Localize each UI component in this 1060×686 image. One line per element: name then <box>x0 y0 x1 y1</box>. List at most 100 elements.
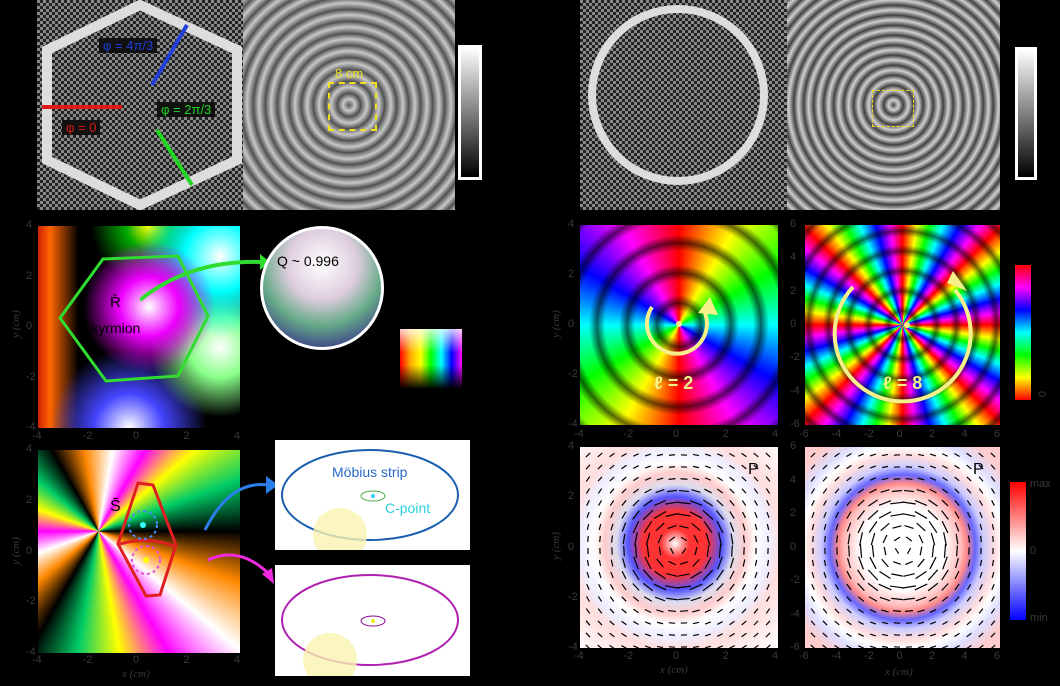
x-tick-label: -4 <box>831 428 842 440</box>
spin-arrow <box>822 596 828 602</box>
scale-box <box>872 90 914 127</box>
spin-arrow <box>990 632 996 638</box>
spin-arrow <box>610 559 614 567</box>
x-tick-label: 4 <box>772 428 779 440</box>
spin-arrow <box>917 609 925 613</box>
vortex-center <box>904 322 910 328</box>
spin-arrow <box>729 608 735 614</box>
y-tick-label: 2 <box>568 490 575 503</box>
spin-arrow <box>766 571 770 579</box>
spin-arrow <box>905 622 913 624</box>
spin-arrow <box>857 596 865 602</box>
spin-arrow <box>835 571 839 579</box>
spin-arrow <box>941 596 949 602</box>
spin-arrow <box>633 633 639 637</box>
boundary <box>116 481 178 598</box>
spin-arrow <box>978 620 984 626</box>
spin-arrow <box>610 511 614 519</box>
spin-arrow <box>585 464 591 470</box>
spin-arrow <box>716 583 724 591</box>
cpoint <box>143 557 149 563</box>
spin-arrow <box>835 559 839 567</box>
mobius-strip-label: Möbius strip <box>332 464 408 480</box>
spin-arrow <box>597 464 603 470</box>
y-tick-label: 0 <box>790 318 797 330</box>
spin-arrow <box>632 510 640 520</box>
spin-arrow <box>702 569 714 581</box>
spin-arrow <box>597 632 603 638</box>
spin-arrow <box>621 608 627 614</box>
y-tick-label: 2 <box>26 269 33 282</box>
y-tick-label: 2 <box>568 268 575 280</box>
spin-arrow <box>633 608 639 614</box>
y-axis-label: y (cm) <box>549 532 562 560</box>
label-skyrmion: Skyrmion <box>82 320 141 336</box>
spin-arrow <box>928 499 938 507</box>
spin-arrow <box>766 511 770 519</box>
spin-arrow <box>823 559 827 567</box>
spin-arrow <box>729 596 735 602</box>
spin-arrow <box>609 500 615 506</box>
spin-arrow <box>867 569 879 581</box>
spin-arrow <box>823 523 827 531</box>
spin-arrow <box>633 476 639 482</box>
spin-arrow <box>643 520 653 534</box>
spin-arrow <box>811 571 815 579</box>
y-tick-label: -2 <box>26 595 36 608</box>
spin-l2-plot: P <box>580 447 778 648</box>
spin-arrow <box>716 645 724 648</box>
spin-arrow <box>621 632 627 638</box>
x-tick-label: 0 <box>133 430 140 442</box>
spin-arrow <box>880 522 890 532</box>
spin-arrow <box>991 644 996 648</box>
spin-arrow <box>621 464 627 470</box>
spin-arrow <box>954 488 960 494</box>
spin-arrow <box>621 488 627 494</box>
spin-arrow <box>858 453 864 457</box>
y-tick-label: 6 <box>790 218 797 230</box>
spin-arrow <box>954 583 960 591</box>
spin-arrow <box>811 584 815 590</box>
y-tick-label: -2 <box>790 351 800 364</box>
spin-arrow <box>666 572 678 578</box>
spin-arrow <box>978 500 984 506</box>
spin-arrow <box>978 452 984 458</box>
magenta-loop <box>131 545 161 575</box>
x-tick-label: 2 <box>183 430 190 442</box>
spin-arrow <box>586 559 590 567</box>
spin-arrow <box>868 499 878 507</box>
spin-arrow <box>893 536 901 542</box>
spin-arrow <box>869 633 877 637</box>
spin-arrow <box>729 476 735 482</box>
spin-arrow <box>991 559 995 567</box>
spin-arrow <box>905 536 913 542</box>
spin-arrow <box>834 644 840 648</box>
spin-arrow <box>868 521 878 533</box>
spin-arrow <box>753 476 759 482</box>
spin-arrow <box>834 452 840 458</box>
spin-arrow <box>967 511 971 519</box>
spin-arrow <box>729 522 735 532</box>
x-tick-label: -4 <box>32 654 42 666</box>
spin-arrow <box>621 583 627 591</box>
spin-arrow <box>693 534 699 544</box>
spin-arrow <box>765 620 771 626</box>
spin-arrow <box>610 523 614 531</box>
spin-arrow <box>954 499 960 507</box>
spin-arrow <box>966 488 972 494</box>
spin-arrow <box>669 547 675 555</box>
spin-arrow <box>610 535 614 543</box>
spin-arrow <box>754 523 758 531</box>
spin-arrow <box>954 522 960 532</box>
spin-arrow <box>634 544 638 558</box>
spin-arrow <box>927 582 939 592</box>
spin-arrow <box>811 511 815 519</box>
spin-arrow <box>656 558 664 568</box>
spin-arrow <box>857 583 865 591</box>
green-arrow <box>155 128 194 187</box>
spin-arrow <box>597 644 603 648</box>
spin-arrow <box>765 488 771 494</box>
y-tick-label: -4 <box>790 607 800 620</box>
spin-arrow <box>954 645 960 648</box>
vortex-l8-plot: ℓ = 8 <box>805 225 1000 425</box>
